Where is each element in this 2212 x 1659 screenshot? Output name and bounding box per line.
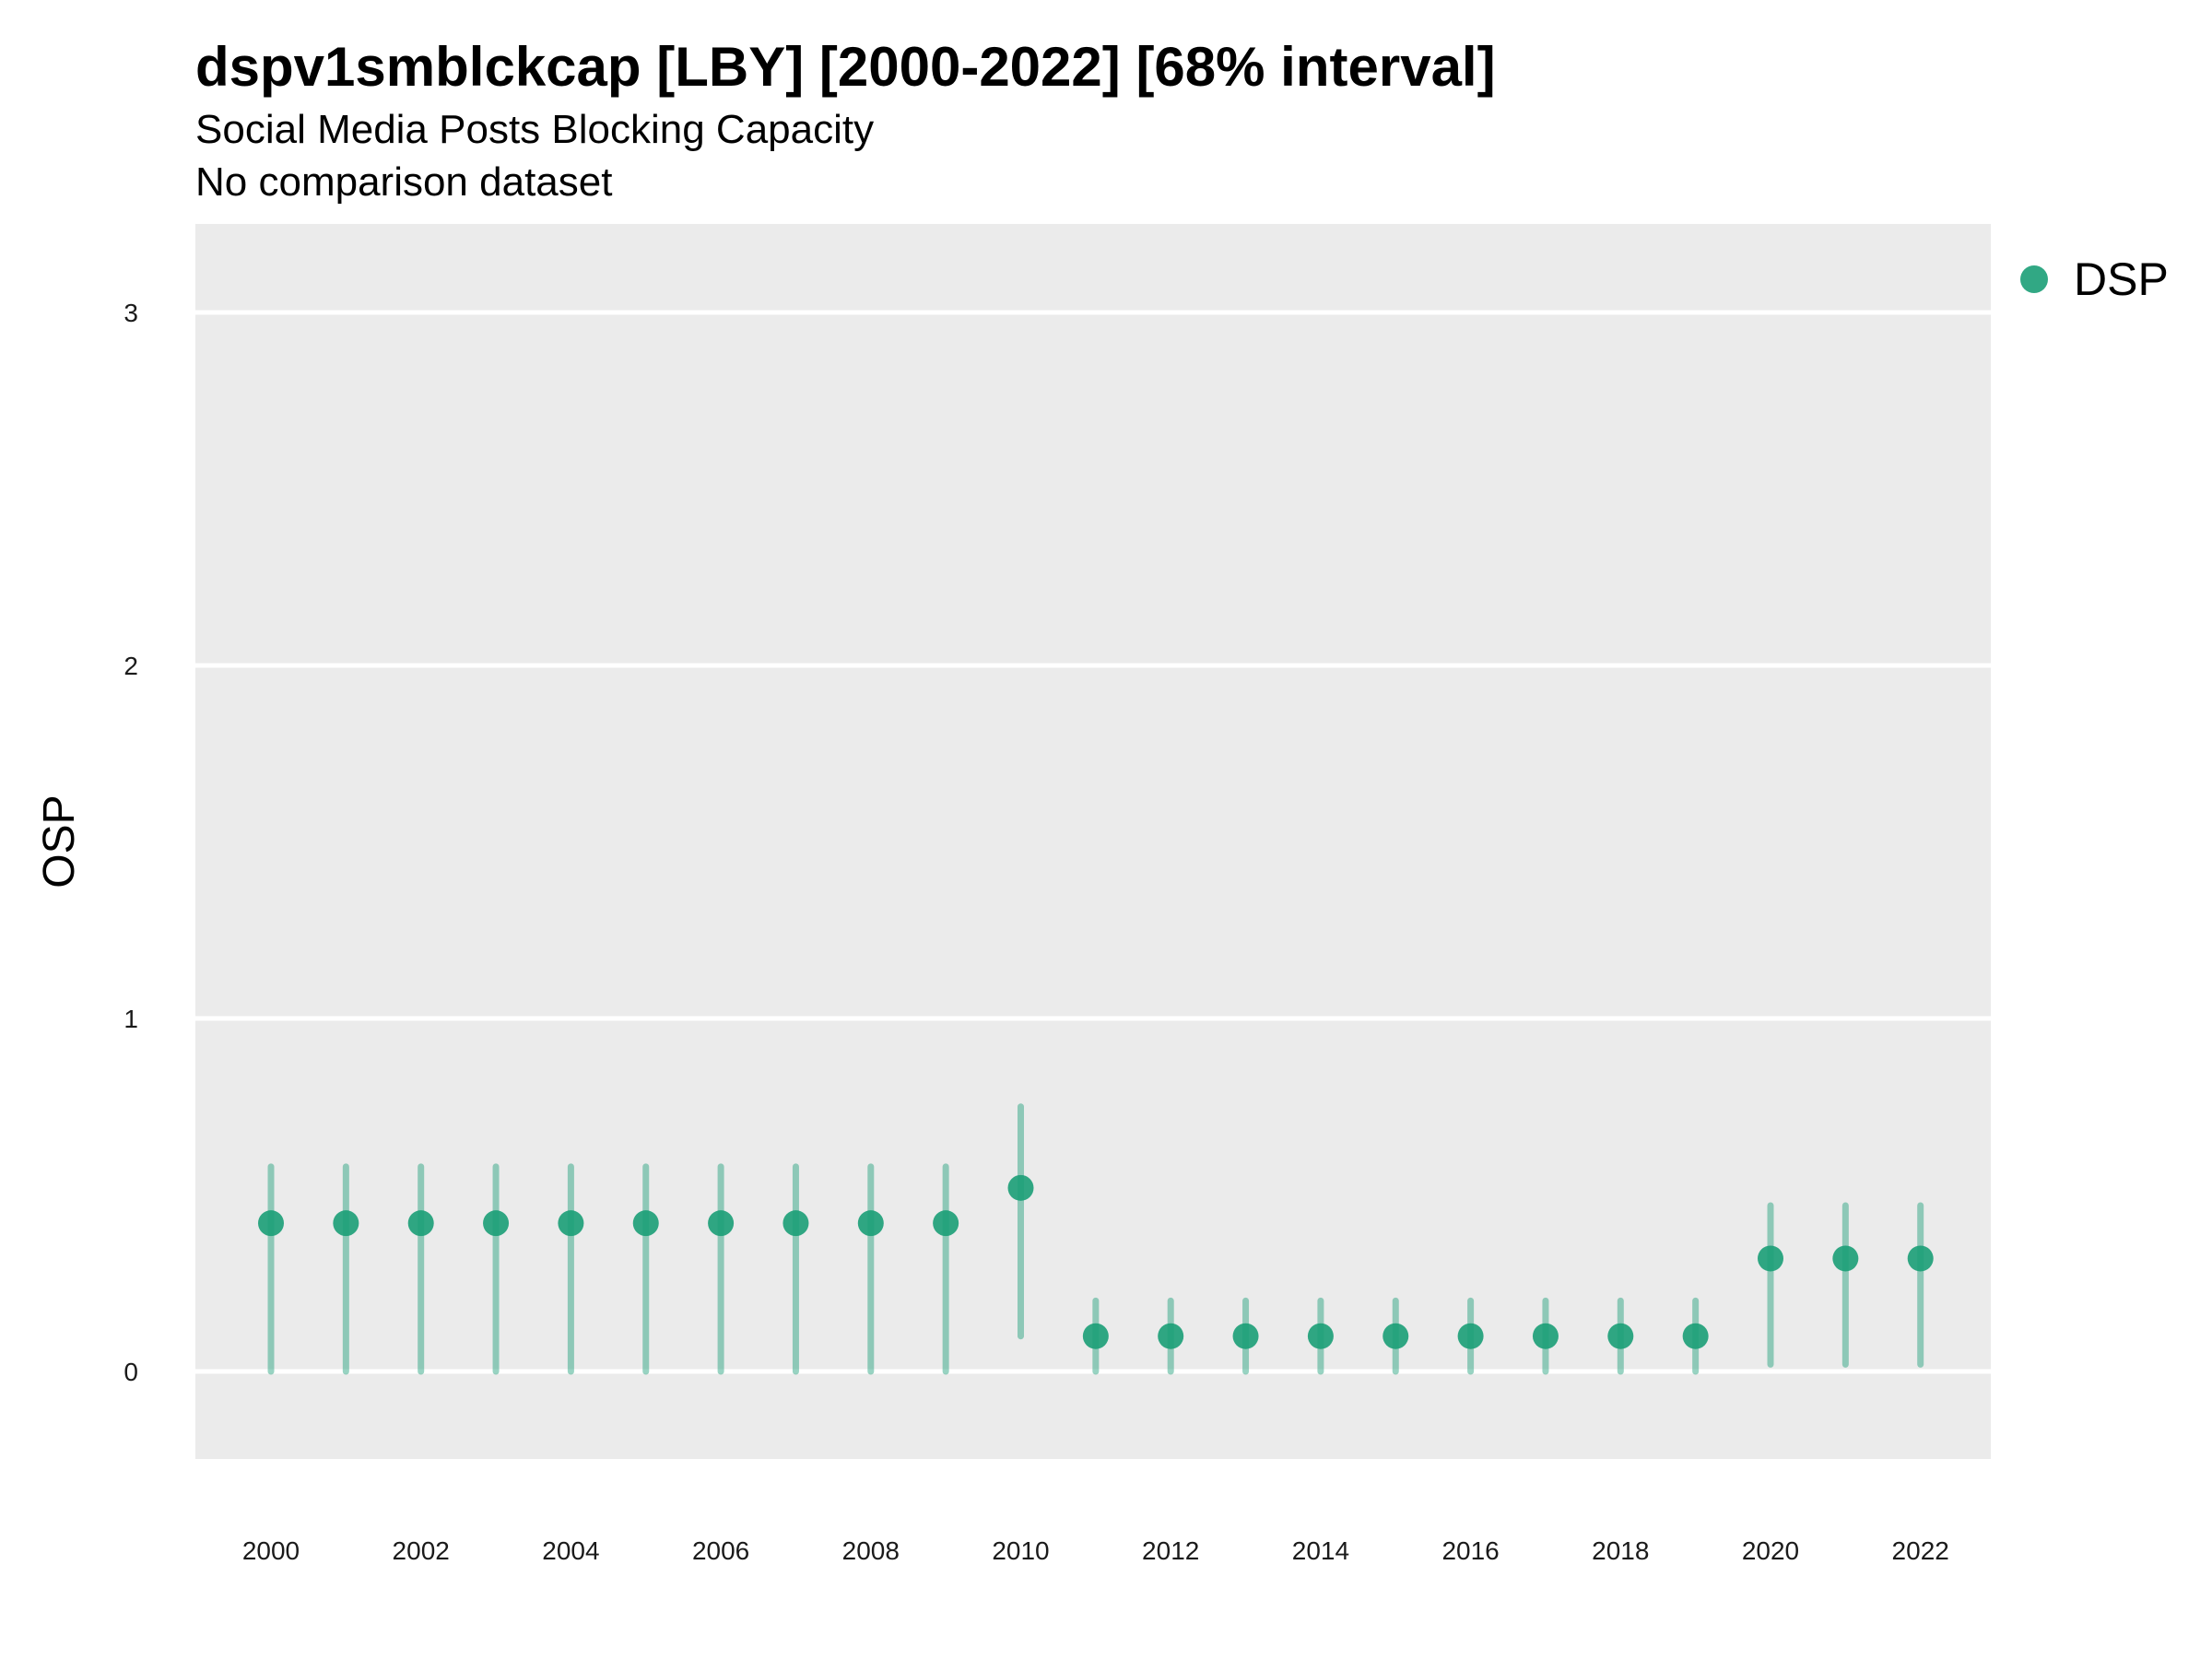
plot-panel [195,224,1991,1459]
point-2014 [1307,1323,1334,1349]
point-2008 [857,1210,884,1237]
legend-marker-dsp [2020,265,2048,293]
point-2017 [1532,1323,1559,1349]
chart-title: dspv1smblckcap [LBY] [2000-2022] [68% in… [195,36,1496,98]
point-2012 [1158,1323,1184,1349]
x-axis-ticks: 2000 2002 2004 2006 2008 2010 2012 2014 2016 2018… [242,1536,1949,1565]
y-axis-label: OSP [35,794,84,888]
x-tick-label-2008: 2008 [842,1536,900,1565]
x-tick-label-2016: 2016 [1441,1536,1499,1565]
legend: DSP [2020,253,2169,305]
y-tick-label-2: 2 [124,652,138,680]
point-2005 [632,1210,659,1237]
x-tick-label-2006: 2006 [692,1536,749,1565]
y-axis-ticks: 0 1 2 3 [124,299,138,1386]
x-tick-label-2000: 2000 [242,1536,300,1565]
x-tick-label-2014: 2014 [1292,1536,1349,1565]
point-2021 [1832,1245,1859,1272]
point-2001 [333,1210,359,1237]
x-tick-label-2012: 2012 [1142,1536,1199,1565]
x-tick-label-2010: 2010 [992,1536,1049,1565]
x-tick-label-2018: 2018 [1592,1536,1649,1565]
y-tick-label-3: 3 [124,299,138,327]
x-tick-label-2002: 2002 [393,1536,450,1565]
point-2015 [1382,1323,1409,1349]
point-2019 [1682,1323,1709,1349]
point-2010 [1007,1174,1034,1201]
x-tick-label-2020: 2020 [1742,1536,1799,1565]
point-2013 [1232,1323,1259,1349]
data-points [258,1174,1934,1349]
point-2018 [1607,1323,1634,1349]
point-2000 [258,1210,284,1237]
y-tick-label-0: 0 [124,1358,138,1386]
x-tick-label-2004: 2004 [542,1536,599,1565]
point-2016 [1457,1323,1484,1349]
legend-label-dsp: DSP [2074,253,2169,305]
point-2011 [1082,1323,1109,1349]
point-2006 [708,1210,735,1237]
gridlines [195,310,1991,1374]
point-2004 [558,1210,584,1237]
point-2022 [1907,1245,1934,1272]
point-2007 [782,1210,809,1237]
comparison-note: No comparison dataset [195,159,613,205]
x-tick-label-2022: 2022 [1892,1536,1949,1565]
y-tick-label-1: 1 [124,1005,138,1033]
point-2003 [483,1210,510,1237]
point-2020 [1758,1245,1783,1272]
point-2009 [933,1210,959,1237]
point-2002 [407,1210,434,1237]
chart-subtitle: Social Media Posts Blocking Capacity [195,107,875,152]
